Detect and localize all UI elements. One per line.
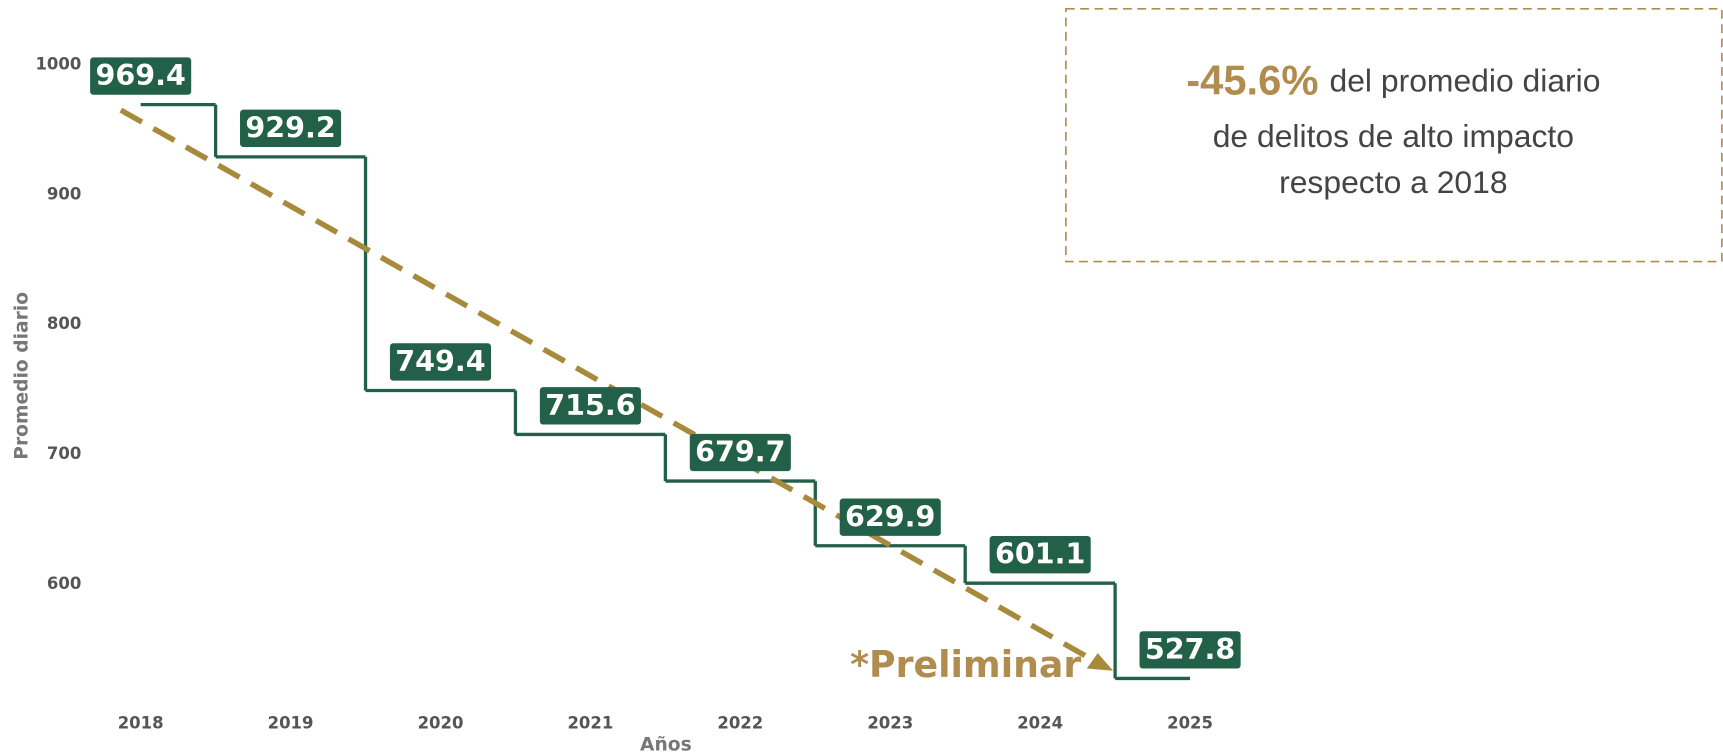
x-tick-label: 2023 bbox=[867, 714, 913, 733]
trend-arrow bbox=[1086, 653, 1114, 671]
x-tick-label: 2019 bbox=[268, 714, 314, 733]
y-tick-label: 800 bbox=[47, 314, 81, 333]
value-label: 749.4 bbox=[395, 344, 485, 378]
y-tick-label: 700 bbox=[47, 444, 81, 463]
y-tick-label: 900 bbox=[47, 184, 81, 203]
value-label: 527.8 bbox=[1145, 632, 1235, 666]
value-label-box bbox=[389, 343, 492, 381]
y-tick-label: 1000 bbox=[35, 54, 81, 73]
value-label: 629.9 bbox=[845, 499, 935, 533]
footnote: *Preliminar bbox=[850, 643, 1081, 686]
value-label: 601.1 bbox=[995, 537, 1085, 571]
x-tick-label: 2018 bbox=[118, 714, 164, 733]
x-tick-label: 2021 bbox=[567, 714, 613, 733]
annotation-box bbox=[1065, 8, 1723, 263]
x-tick-label: 2025 bbox=[1167, 714, 1213, 733]
value-label: 969.4 bbox=[95, 58, 185, 92]
value-label-box bbox=[839, 498, 941, 536]
y-tick-label: 600 bbox=[47, 574, 81, 593]
value-label: 715.6 bbox=[545, 388, 635, 422]
y-axis-label: Promedio diario bbox=[11, 292, 32, 460]
annotation-text: respecto a 2018 bbox=[1279, 164, 1508, 200]
value-label: 679.7 bbox=[695, 435, 785, 469]
value-label-box bbox=[90, 57, 192, 95]
value-label-box bbox=[240, 109, 342, 147]
annotation-text: del promedio diario bbox=[1330, 63, 1601, 99]
value-label-box bbox=[1139, 631, 1241, 669]
annotation-text: de delitos de alto impacto bbox=[1213, 118, 1574, 154]
x-axis-label: Años bbox=[640, 735, 692, 755]
annotation-highlight: -45.6% bbox=[1186, 57, 1318, 104]
value-label-box bbox=[539, 387, 641, 425]
x-tick-label: 2022 bbox=[717, 714, 763, 733]
value-label-box bbox=[689, 433, 791, 472]
annotation-line: -45.6% del promedio diario bbox=[1186, 57, 1600, 104]
value-label: 929.2 bbox=[245, 110, 335, 144]
x-tick-label: 2024 bbox=[1017, 714, 1063, 733]
x-tick-label: 2020 bbox=[418, 714, 464, 733]
value-label-box bbox=[989, 535, 1091, 574]
